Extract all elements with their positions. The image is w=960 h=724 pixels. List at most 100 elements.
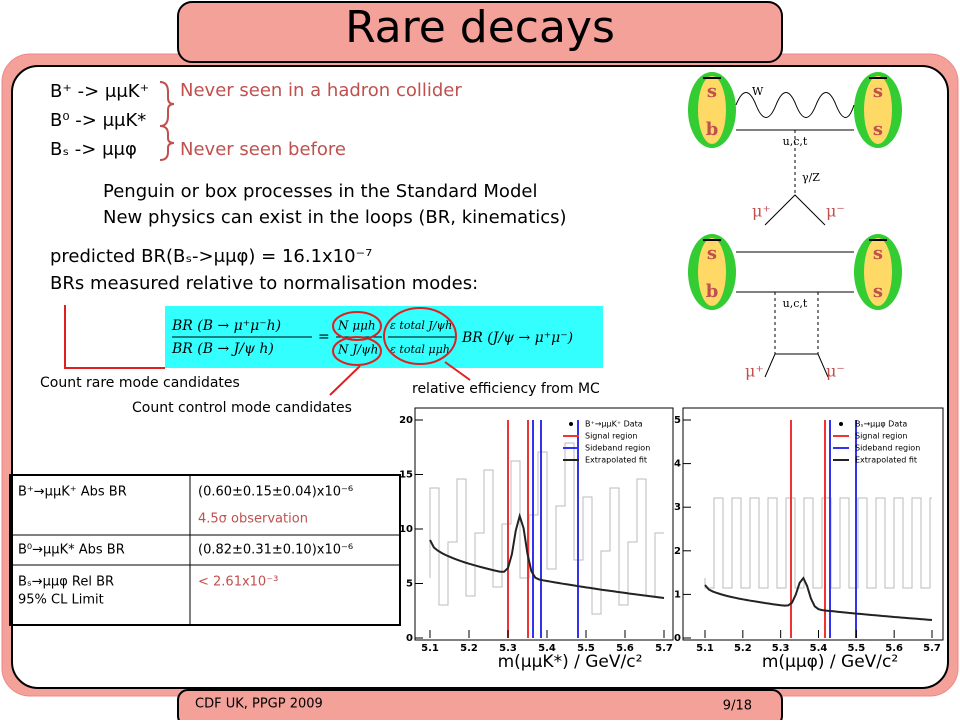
meson-core: [864, 76, 892, 144]
quark: b: [706, 119, 719, 140]
table-cell: 4.5σ observation: [198, 512, 308, 527]
quark: s: [873, 281, 883, 302]
loop-label: u,c,t: [783, 297, 808, 310]
physics-text: Penguin or box processes in the Standard…: [103, 181, 537, 202]
loop-label: u,c,t: [783, 135, 808, 148]
meson-core: [698, 76, 726, 144]
y-tick-label: 5: [674, 415, 681, 426]
lepton: μ⁺: [752, 202, 771, 221]
fit: [704, 576, 933, 621]
x-tick-label: 5.4: [538, 643, 556, 654]
formula-part: BR (J/ψ → μ⁺μ⁻): [461, 330, 573, 346]
legend-label: B⁺→μμK⁺ Data: [585, 420, 643, 429]
arrow: [329, 365, 361, 396]
y-tick-label: 5: [406, 579, 413, 590]
lepton: μ⁻: [826, 202, 845, 221]
lepton: μ⁺: [745, 362, 764, 381]
decay: Bₛ -> μμφ: [50, 139, 137, 160]
table: [9, 474, 401, 626]
x-tick-label: 5.7: [923, 643, 941, 654]
circle: [383, 307, 457, 365]
x-tick-label: 5.3: [499, 643, 517, 654]
y-tick-label: 15: [399, 470, 413, 481]
footer-left: CDF UK, PPGP 2009: [195, 697, 323, 712]
annotation: relative efficiency from MC: [412, 381, 600, 397]
quark: s: [873, 243, 883, 264]
legend-label: Bₛ→μμφ Data: [855, 420, 907, 429]
legend-label: Extrapolated fit: [855, 456, 917, 465]
plot: 5.1 5.2 5.3 5.4 5.5 5.6 5.7 0 5 10 15 20 B⁺→μμK⁺ Dat…: [399, 407, 674, 672]
table-cell: 95% CL Limit: [18, 593, 104, 608]
formula-part: ε total J/ψh: [390, 319, 452, 332]
x-tick-label: 5.4: [810, 643, 828, 654]
formula-part: ε total μμh: [390, 343, 450, 356]
y-tick-label: 4: [674, 459, 681, 470]
footer-box: [177, 689, 783, 724]
legend-swatch: [839, 422, 843, 426]
formula-part: N μμh: [337, 319, 376, 333]
boson-label: W: [752, 85, 764, 98]
propagator-label: γ/Z: [802, 171, 820, 184]
plot: 5.1 5.2 5.3 5.4 5.5 5.6 5.7 0 1 2 3 4 5 Bₛ→μμφ Data Si…: [674, 407, 944, 672]
x-tick-label: 5.1: [421, 643, 439, 654]
table-cell: B⁺→μμK⁺ Abs BR: [18, 485, 127, 500]
x-axis-label: m(μμK*) / GeV/c²: [498, 652, 643, 672]
normalisation: BRs measured relative to normalisation m…: [50, 273, 478, 294]
x-tick-label: 5.6: [616, 643, 634, 654]
note: Never seen before: [180, 139, 346, 160]
formula-part: BR (B → μ⁺μ⁻h): [171, 318, 281, 334]
x-tick-label: 5.3: [772, 643, 790, 654]
arrow: [64, 305, 165, 369]
histogram: [429, 442, 664, 615]
footer-right: 9/18: [723, 699, 752, 714]
x-axis-label: m(μμφ) / GeV/c²: [762, 652, 898, 672]
annotation: Count rare mode candidates: [40, 375, 240, 391]
decay: B⁺ -> μμK⁺: [50, 81, 149, 102]
quark: s: [873, 119, 883, 140]
legend-label: Signal region: [855, 432, 907, 441]
y-tick-label: 1: [674, 589, 681, 600]
table-cell: B⁰→μμK* Abs BR: [18, 543, 125, 558]
legend-label: Signal region: [585, 432, 637, 441]
meson-core: [698, 238, 726, 306]
x-tick-label: 5.1: [696, 643, 714, 654]
decay: B⁰ -> μμK*: [50, 110, 146, 131]
quark: s: [873, 81, 883, 102]
legend-swatch: [569, 422, 573, 426]
quark: b: [706, 281, 719, 302]
legend-label: Extrapolated fit: [585, 456, 647, 465]
fit: [429, 512, 665, 599]
w-boson: [735, 92, 855, 118]
lepton: μ⁻: [826, 362, 845, 381]
title-box: [177, 1, 783, 63]
brace: [159, 81, 175, 127]
quark: s: [707, 243, 717, 264]
arrow: [444, 361, 471, 381]
x-tick-label: 5.5: [847, 643, 865, 654]
quark: s: [707, 81, 717, 102]
x-tick-label: 5.7: [655, 643, 673, 654]
y-tick-label: 0: [674, 633, 681, 644]
legend-label: Sideband region: [855, 444, 920, 453]
circle: [332, 311, 382, 341]
brace: [159, 125, 175, 161]
annotation: Count control mode candidates: [132, 400, 352, 416]
formula-part: N J/ψh: [337, 343, 378, 357]
table-cell: < 2.61x10⁻³: [198, 575, 278, 590]
table-cell: (0.60±0.15±0.04)x10⁻⁶: [198, 485, 353, 500]
meson-core: [864, 238, 892, 306]
y-tick-label: 3: [674, 502, 681, 513]
leptons: [764, 353, 829, 378]
leptons: [764, 194, 826, 226]
formula-part: =: [318, 329, 330, 345]
y-tick-label: 20: [399, 415, 413, 426]
title: Rare decays: [345, 2, 615, 53]
legend-label: Sideband region: [585, 444, 650, 453]
y-tick-label: 2: [674, 546, 681, 557]
plot-frame: [414, 407, 674, 641]
table-cell: (0.82±0.31±0.10)x10⁻⁶: [198, 543, 353, 558]
physics-text: New physics can exist in the loops (BR, …: [103, 207, 567, 228]
formula-part: BR (B → J/ψ h): [171, 341, 274, 357]
